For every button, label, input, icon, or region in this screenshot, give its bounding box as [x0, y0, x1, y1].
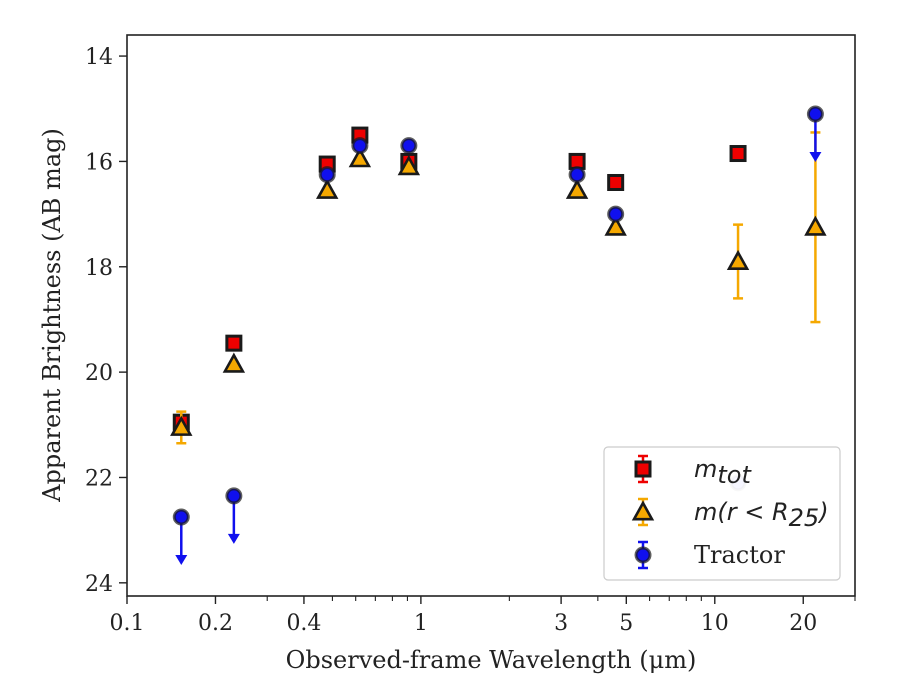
x-tick-label: 1 — [414, 611, 428, 636]
legend-label-subscript: 25 — [789, 504, 820, 532]
x-tick-label: 0.2 — [198, 611, 233, 636]
data-point-circle — [400, 137, 418, 155]
data-point-circle — [568, 166, 586, 184]
series-triangle — [170, 131, 827, 445]
y-axis-title: Apparent Brightness (AB mag) — [38, 128, 66, 503]
data-point-triangle — [348, 147, 372, 168]
legend-label: Tractor — [694, 541, 785, 569]
data-point-square — [729, 145, 747, 163]
y-tick-label: 24 — [85, 572, 113, 597]
data-point-triangle — [316, 178, 339, 199]
data-point-circle — [172, 508, 190, 526]
x-tick-label: 0.1 — [110, 611, 145, 636]
data-point-triangle — [222, 352, 246, 373]
legend-item: mtot — [634, 454, 752, 489]
legend-label: mtot — [694, 455, 752, 489]
y-tick-label: 16 — [85, 150, 113, 175]
legend-marker-square — [634, 460, 652, 478]
y-tick-label: 18 — [85, 256, 113, 281]
data-point-triangle — [170, 415, 193, 436]
series-layer — [170, 105, 827, 565]
y-axis: 14 16 18 20 22 24 — [85, 45, 127, 597]
data-point-triangle — [804, 215, 827, 236]
data-point-circle — [607, 205, 625, 223]
upper-limit-arrowhead — [175, 554, 188, 565]
x-tick-label: 20 — [789, 611, 817, 636]
x-axis-title: Observed-frame Wavelength (μm) — [286, 646, 697, 674]
upper-limit-arrowhead — [227, 533, 240, 544]
data-point-circle — [351, 137, 369, 155]
legend-label-main: m — [694, 455, 717, 483]
legend-label-close: ) — [817, 498, 828, 526]
legend-item: m(r < R25) — [631, 497, 829, 532]
x-tick-label: 10 — [701, 611, 729, 636]
data-point-triangle — [726, 249, 750, 271]
legend-box — [603, 446, 841, 581]
y-tick-label: 14 — [85, 45, 113, 70]
legend-label-subscript: tot — [717, 461, 752, 489]
legend-item: Tractor — [634, 540, 785, 570]
legend: mtot m(r < R25) Tractor — [603, 446, 841, 581]
legend-label: m(r < R25) — [694, 498, 829, 532]
legend-marker-circle — [634, 546, 652, 564]
x-axis: 0.1 0.2 0.4 1 3 5 10 20 — [110, 596, 856, 636]
data-point-circle — [806, 105, 824, 123]
data-point-circle — [225, 487, 243, 505]
legend-marker-triangle — [631, 500, 655, 521]
y-tick-label: 20 — [85, 361, 113, 386]
x-tick-label: 0.4 — [286, 611, 321, 636]
legend-label-main: m(r < R — [694, 498, 789, 526]
data-point-square — [607, 173, 625, 191]
x-tick-label: 5 — [619, 611, 633, 636]
y-tick-label: 22 — [85, 466, 113, 491]
data-point-triangle — [604, 215, 627, 236]
data-point-circle — [318, 166, 336, 184]
data-point-square — [225, 334, 243, 352]
data-point-triangle — [397, 155, 421, 176]
data-point-triangle — [565, 178, 589, 199]
x-tick-label: 3 — [554, 611, 568, 636]
legend-label-main: Tractor — [694, 541, 785, 569]
upper-limit-arrowhead — [809, 152, 822, 163]
